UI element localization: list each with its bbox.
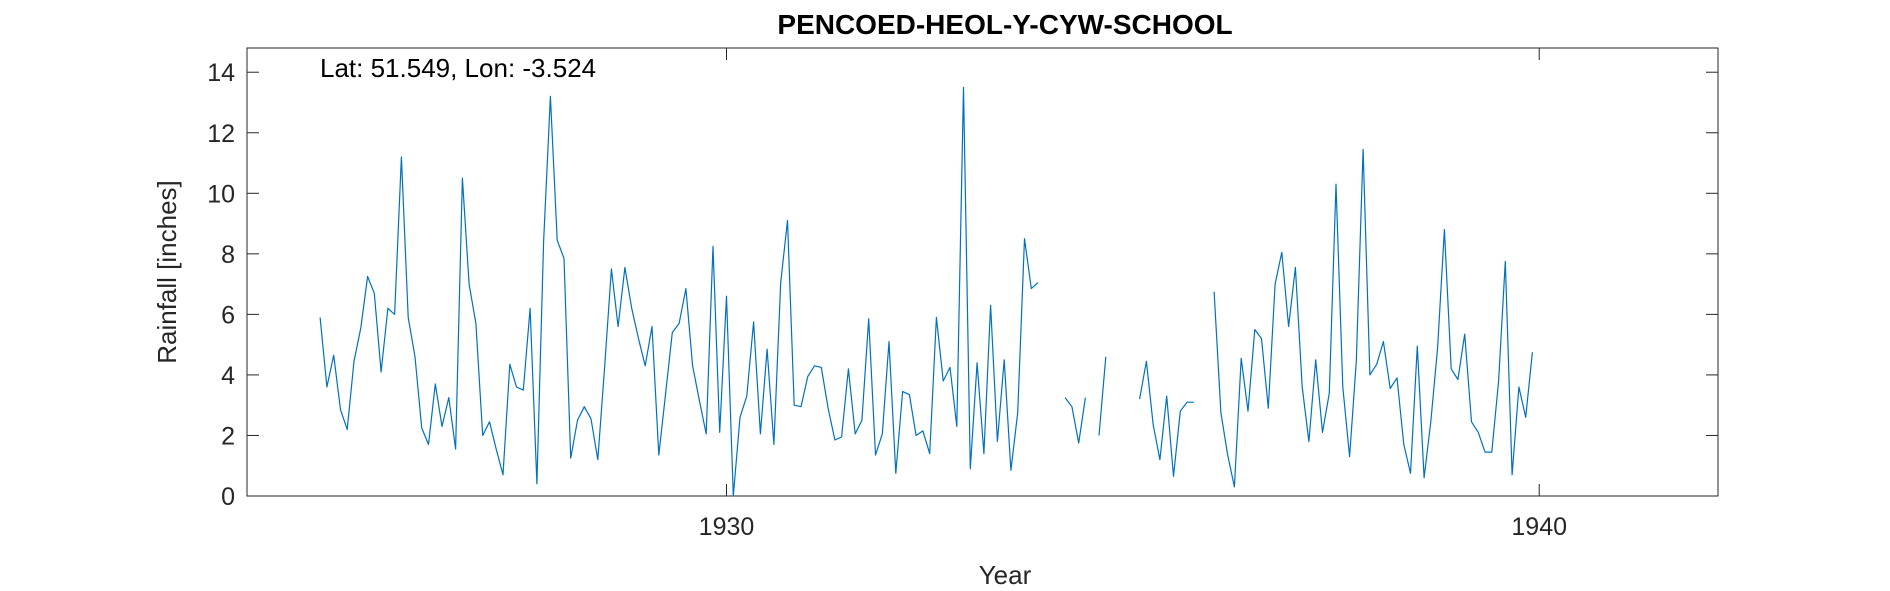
y-tick-label: 14 — [207, 59, 235, 87]
x-tick-label: 1940 — [1511, 513, 1567, 541]
y-tick-label: 8 — [221, 241, 235, 269]
rainfall-series-line — [319, 86, 1533, 497]
x-tick-label: 1930 — [699, 513, 755, 541]
y-axis-label: Rainfall [inches] — [152, 180, 182, 364]
y-tick-label: 12 — [207, 120, 235, 148]
y-tick-label: 2 — [221, 422, 235, 450]
axes — [246, 47, 1719, 497]
y-tick-label: 10 — [207, 180, 235, 208]
x-axis-label: Year — [979, 560, 1032, 590]
plot-box — [246, 47, 1719, 497]
chart-title: PENCOED-HEOL-Y-CYW-SCHOOL — [777, 9, 1232, 40]
series-layer — [319, 86, 1533, 497]
y-tick-label: 6 — [221, 301, 235, 329]
ticks: 0 2 4 6 8 10 12 14 1930 1940 — [207, 48, 1718, 541]
location-annotation: Lat: 51.549, Lon: -3.524 — [320, 53, 596, 83]
y-tick-label: 0 — [221, 483, 235, 511]
y-tick-label: 4 — [221, 362, 235, 390]
